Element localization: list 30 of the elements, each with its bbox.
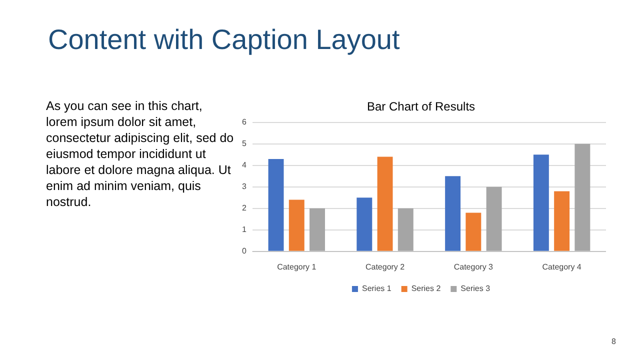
y-tick-label: 3: [242, 182, 247, 192]
y-tick-label: 2: [242, 204, 247, 213]
y-tick-label: 5: [242, 139, 247, 148]
legend-label: Series 2: [411, 284, 442, 294]
bar: [574, 144, 590, 251]
bar: [398, 208, 414, 251]
bar: [356, 198, 372, 251]
bar: [288, 200, 304, 251]
y-tick-label: 1: [242, 225, 247, 234]
x-tick-label: Category 2: [365, 262, 406, 272]
chart-title: Bar Chart of Results: [366, 100, 476, 114]
bar: [486, 186, 502, 251]
bar: [268, 158, 284, 251]
legend-label: Series 1: [362, 284, 392, 294]
bar: [377, 156, 393, 251]
x-tick-label: Category 1: [277, 262, 317, 272]
y-tick-label: 6: [242, 118, 247, 127]
y-tick-label: 0: [242, 246, 247, 256]
text: As you can see in this chart, lorem ipsum dolor sit amet, consectetur adipiscing elit, sed do eiusmod tempor incididunt ut labore et dolore magna aliqua. Ut enim ad minim veniam, quis nostrud.: [46, 98, 235, 210]
bar: [466, 212, 482, 251]
bar: [445, 176, 461, 251]
y-tick-label: 4: [242, 160, 247, 170]
text: 8: [612, 337, 616, 346]
legend-label: Series 3: [460, 284, 491, 294]
x-tick-label: Category 4: [542, 262, 582, 272]
text: Content with Caption Layout: [48, 24, 400, 56]
bar: [554, 191, 570, 251]
bar: [533, 154, 549, 251]
bar: [310, 208, 325, 251]
x-tick-label: Category 3: [454, 262, 494, 272]
